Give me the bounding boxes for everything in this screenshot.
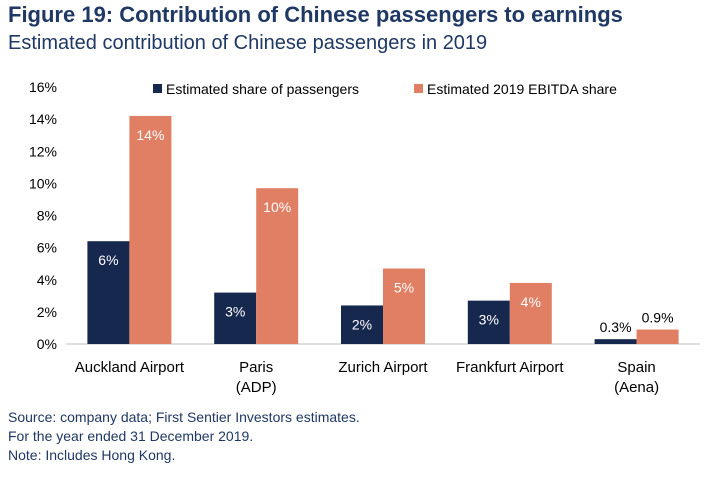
- passenger-share-label: 2%: [352, 316, 372, 332]
- category-label: Zurich Airport: [338, 359, 428, 376]
- chart-title: Figure 19: Contribution of Chinese passe…: [8, 2, 623, 27]
- category-label: (Aena): [614, 379, 659, 396]
- ebitda-share-bar: [636, 329, 679, 344]
- y-tick-label: 12%: [29, 143, 57, 159]
- passenger-share-label: 3%: [479, 312, 499, 328]
- y-tick-label: 6%: [37, 240, 57, 256]
- chart-subtitle: Estimated contribution of Chinese passen…: [8, 32, 488, 54]
- y-tick-label: 16%: [29, 79, 57, 95]
- category-label: Paris: [239, 359, 273, 376]
- passenger-share-label: 3%: [225, 304, 245, 320]
- legend-ebitda-label: Estimated 2019 EBITDA share: [427, 81, 617, 97]
- hong-kong-note: Note: Includes Hong Kong.: [8, 447, 176, 463]
- chart-footer: Source: company data; First Sentier Inve…: [8, 408, 360, 465]
- ebitda-share-bar: [256, 188, 299, 344]
- y-tick-label: 14%: [29, 111, 57, 127]
- legend-passenger-label: Estimated share of passengers: [166, 81, 359, 97]
- ebitda-share-label: 10%: [263, 199, 291, 215]
- legend-ebitda-swatch: [414, 84, 423, 93]
- ebitda-share-bar: [383, 268, 425, 344]
- period-note: For the year ended 31 December 2019.: [8, 428, 254, 444]
- y-tick-label: 2%: [37, 304, 57, 320]
- ebitda-share-bar: [509, 282, 552, 344]
- ebitda-share-bar: [129, 115, 172, 344]
- category-label: Spain: [617, 359, 655, 376]
- passenger-share-bar: [594, 339, 637, 344]
- ebitda-share-label: 4%: [521, 294, 541, 310]
- ebitda-share-label: 14%: [136, 127, 164, 143]
- y-tick-label: 4%: [37, 272, 57, 288]
- passenger-share-label: 6%: [98, 252, 118, 268]
- passenger-share-bar: [341, 305, 383, 344]
- ebitda-share-label: 0.9%: [642, 310, 674, 326]
- category-label: Auckland Airport: [75, 359, 185, 376]
- passenger-share-label: 0.3%: [600, 319, 632, 335]
- bar-chart: 0% 2% 4% 6% 8% 10% 12% 14% 16% 6% 14% Auckland Airp…: [29, 79, 700, 396]
- passenger-share-bar: [87, 241, 130, 344]
- source-note: Source: company data; First Sentier Inve…: [8, 409, 360, 425]
- y-tick-label: 8%: [37, 208, 57, 224]
- y-tick-label: 10%: [29, 175, 57, 191]
- legend-passenger-swatch: [153, 84, 162, 93]
- category-label: Frankfurt Airport: [456, 359, 564, 376]
- passenger-share-bar: [214, 292, 257, 344]
- passenger-share-bar: [467, 300, 510, 344]
- ebitda-share-label: 5%: [394, 280, 414, 296]
- category-label: (ADP): [236, 379, 277, 396]
- y-tick-label: 0%: [37, 336, 57, 352]
